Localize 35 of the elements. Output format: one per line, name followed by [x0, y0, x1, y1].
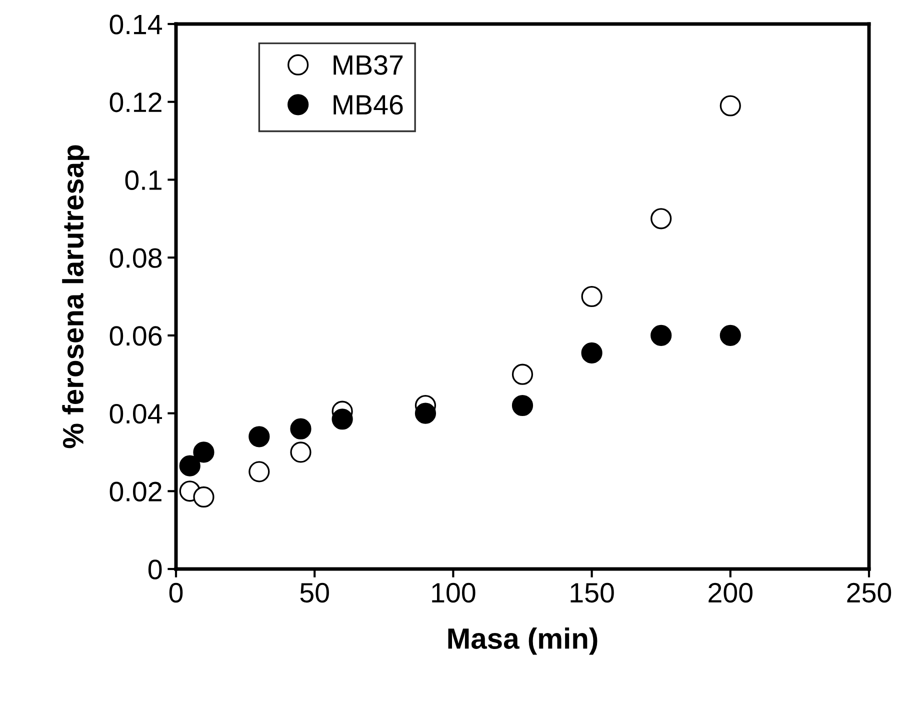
x-tick-label: 50 — [300, 582, 329, 603]
point — [650, 324, 672, 346]
point — [193, 486, 214, 508]
point — [720, 95, 741, 116]
point — [720, 324, 741, 346]
point — [290, 442, 312, 463]
x-tick-label: 150 — [570, 582, 614, 603]
y-tick-label: 0.02 — [110, 482, 162, 502]
y-tick-label: 0.12 — [110, 92, 162, 112]
y-tick-label: 0.08 — [110, 248, 162, 268]
y-tick-label: 0.04 — [110, 404, 162, 424]
point — [512, 394, 534, 416]
y-tick-label: 0.14 — [110, 14, 162, 34]
y-tick-label: 0.06 — [110, 326, 162, 346]
x-tick-label: 200 — [708, 582, 752, 603]
point — [581, 286, 602, 308]
legend-label: MB37 — [334, 55, 403, 75]
y-axis-title: % ferosena larutresap — [62, 145, 90, 448]
y-tick-label: 0 — [148, 560, 162, 580]
point — [248, 461, 270, 482]
y-tick-label: 0.1 — [125, 170, 162, 190]
x-tick-label: 100 — [432, 582, 476, 603]
point — [414, 402, 436, 424]
x-tick-label: 0 — [169, 582, 183, 603]
x-tick-label: 250 — [847, 582, 892, 603]
point — [290, 418, 312, 440]
point — [512, 364, 534, 385]
point — [179, 455, 200, 476]
point — [650, 208, 672, 230]
legend-label: MB46 — [334, 94, 403, 115]
point — [581, 342, 602, 364]
point — [248, 426, 270, 448]
point — [332, 408, 353, 430]
point — [193, 442, 214, 463]
x-axis-title: Masa (min) — [448, 628, 598, 655]
